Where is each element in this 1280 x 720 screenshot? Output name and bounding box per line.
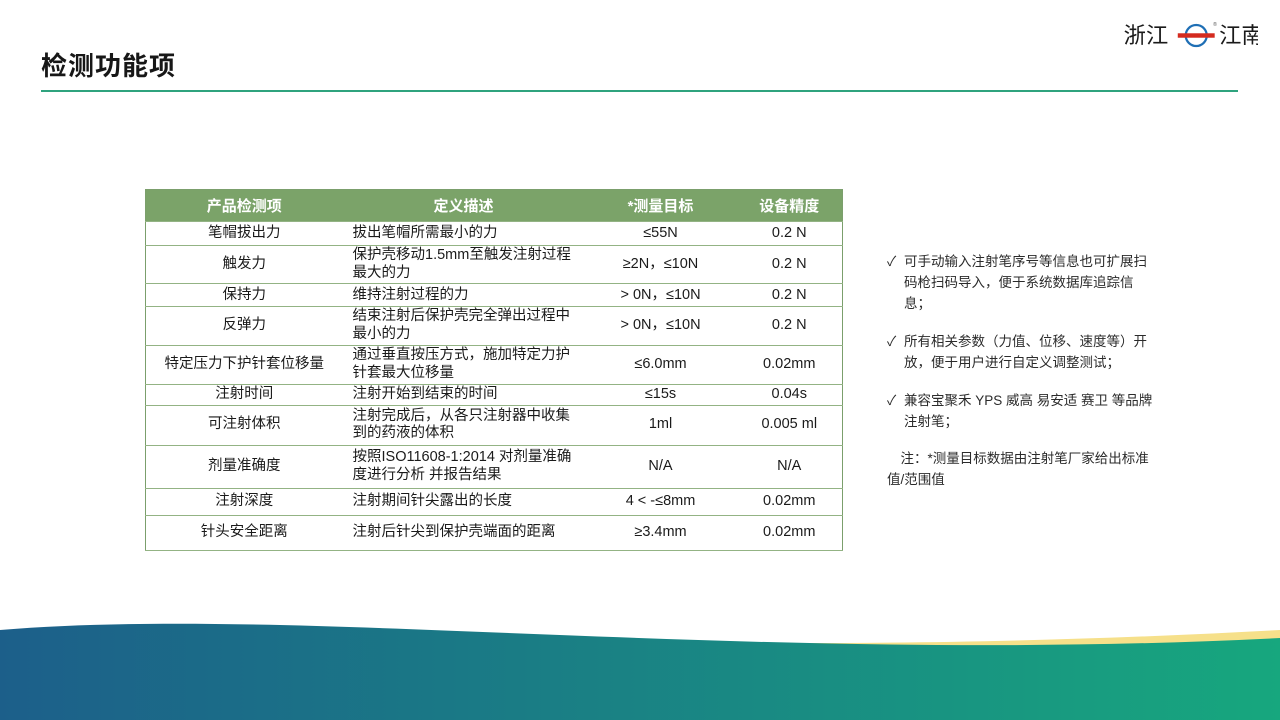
svg-text:江南: 江南 (1219, 23, 1258, 48)
svg-text:®: ® (1213, 21, 1217, 28)
svg-text:浙江: 浙江 (1124, 23, 1169, 48)
